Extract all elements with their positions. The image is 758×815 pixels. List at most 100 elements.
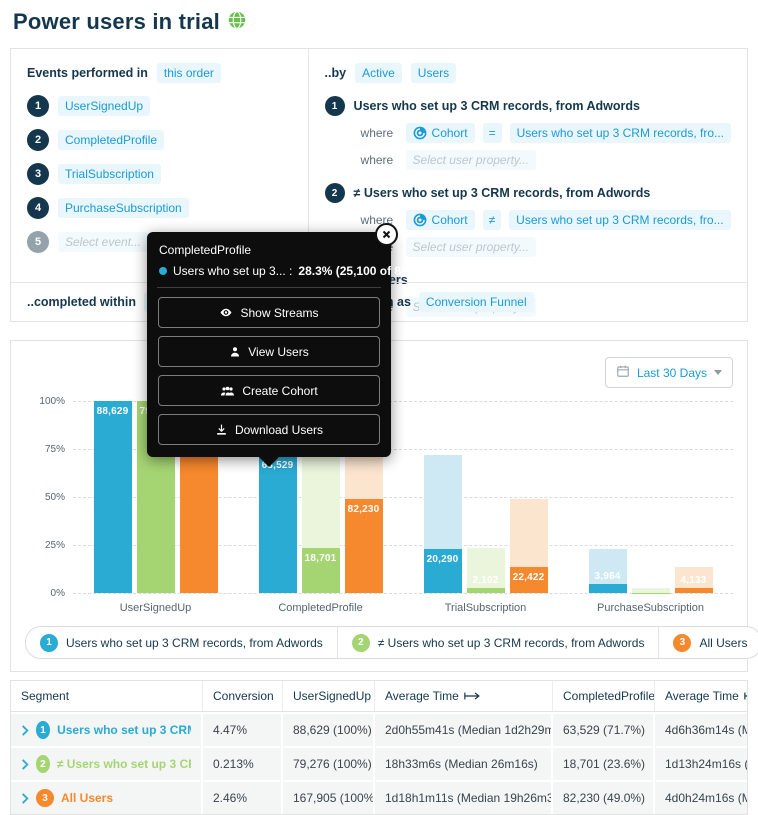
close-icon[interactable] — [375, 223, 398, 246]
bar-remainder — [467, 548, 505, 593]
column-header: CompletedProfile — [553, 681, 655, 711]
bar-value-label: 88,629 — [90, 406, 136, 417]
event-selector[interactable]: UserSignedUp — [58, 96, 150, 116]
where-label: where — [361, 126, 398, 140]
date-range-value: Last 30 Days — [637, 366, 707, 380]
tooltip-title: CompletedProfile — [159, 243, 380, 257]
segment-cell[interactable]: 2≠ Users who set up 3 CRM re... — [11, 746, 203, 780]
chart-type-selector[interactable]: Conversion Funnel — [419, 292, 534, 312]
funnel-bar[interactable]: 20,290 — [424, 401, 462, 593]
x-axis-label: UserSignedUp — [73, 593, 238, 614]
x-axis-label: CompletedProfile — [238, 593, 403, 614]
table-cell: 1d13h24m16s (Med — [655, 746, 747, 780]
event-order-selector[interactable]: this order — [157, 63, 221, 83]
show-streams-button[interactable]: Show Streams — [158, 297, 380, 328]
property-placeholder[interactable]: Select user property... — [406, 150, 537, 170]
operator-selector[interactable]: = — [483, 123, 502, 143]
legend-number: 1 — [40, 634, 58, 652]
cohort-icon — [413, 126, 427, 140]
property-selector[interactable]: Cohort — [406, 123, 475, 143]
by-active-selector[interactable]: Active — [355, 63, 402, 83]
legend-number: 3 — [673, 634, 691, 652]
bar-fill — [589, 584, 627, 593]
download-users-button[interactable]: Download Users — [158, 414, 380, 445]
property-value-selector[interactable]: Users who set up 3 CRM records, fro... — [510, 123, 731, 143]
chevron-right-icon[interactable] — [21, 793, 29, 804]
operator-selector[interactable]: ≠ — [483, 210, 502, 230]
legend-label: All Users — [699, 636, 747, 650]
legend-item[interactable]: 3 All Users — [659, 627, 758, 658]
segment-row-label: ≠ Users who set up 3 CRM re... — [57, 757, 191, 771]
user-icon — [229, 346, 241, 358]
table-cell: 82,230 (49.0%) — [553, 780, 655, 814]
view-users-button[interactable]: View Users — [158, 336, 380, 367]
series-dot — [159, 267, 167, 275]
table-cell: 4d0h24m16s (Medi — [655, 780, 747, 814]
column-header-label: Average Time — [385, 689, 459, 703]
bar-fill — [467, 588, 505, 593]
y-axis-tick: 100% — [25, 396, 65, 407]
table-cell: 18h33m6s (Median 26m16s) — [375, 746, 553, 780]
bar-value-label: 169 — [628, 580, 674, 591]
where-label: where — [361, 153, 398, 167]
column-header: Segment — [11, 681, 203, 711]
column-header: Conversion — [203, 681, 283, 711]
property-selector[interactable]: Cohort — [406, 210, 475, 230]
funnel-bar[interactable]: 169 — [632, 401, 670, 593]
event-selector[interactable]: PurchaseSubscription — [58, 198, 189, 218]
property-placeholder[interactable]: Select user property... — [406, 237, 537, 257]
event-selector[interactable]: TrialSubscription — [58, 164, 161, 184]
date-range-button[interactable]: Last 30 Days — [605, 357, 733, 388]
bar-fill — [259, 455, 297, 593]
table-row: 2≠ Users who set up 3 CRM re...0.213%79,… — [11, 746, 747, 780]
bar-tooltip-popup: CompletedProfile Users who set up 3... :… — [147, 232, 391, 457]
chevron-right-icon[interactable] — [21, 725, 29, 736]
table-cell: 0.213% — [203, 746, 283, 780]
segment-header: 1 Users who set up 3 CRM records, from Ad… — [325, 96, 731, 116]
event-selector[interactable]: Select event... — [58, 232, 148, 252]
y-axis-tick: 0% — [25, 588, 65, 599]
time-arrow-icon — [744, 691, 747, 701]
bar-value-label: 22,422 — [506, 572, 552, 583]
event-number: 4 — [27, 197, 49, 219]
tooltip-button-label: Show Streams — [240, 306, 318, 320]
funnel-bar[interactable]: 88,629 — [94, 401, 132, 593]
completed-within-label: ..completed within — [27, 295, 136, 309]
by-users-selector[interactable]: Users — [411, 63, 456, 83]
chevron-right-icon[interactable] — [21, 759, 29, 770]
funnel-bar[interactable]: 4,133 — [675, 401, 713, 593]
funnel-bar[interactable]: 22,422 — [510, 401, 548, 593]
segment-number: 1 — [325, 96, 345, 116]
x-axis-label: PurchaseSubscription — [568, 593, 733, 614]
tooltip-series-label: Users who set up 3... : — [173, 264, 292, 278]
segment-row-number: 1 — [36, 721, 50, 739]
column-header: UserSignedUp — [283, 681, 375, 711]
column-header-label: UserSignedUp — [293, 689, 371, 703]
event-selector[interactable]: CompletedProfile — [58, 130, 164, 150]
funnel-bar[interactable]: 2,102 — [467, 401, 505, 593]
bar-value-label: 2,102 — [463, 575, 509, 586]
condition-row: where Cohort = Users who set up 3 CRM recor… — [361, 123, 731, 143]
segment-block: 1 Users who set up 3 CRM records, from Ad… — [325, 96, 731, 170]
segment-title: Users who set up 3 CRM records, from Adw… — [354, 99, 640, 113]
by-section-label: ..by — [325, 66, 347, 80]
segment-header: 2≠ Users who set up 3 CRM records, from … — [325, 183, 731, 203]
column-header: Average Time — [655, 681, 747, 711]
legend-item[interactable]: 2≠ Users who set up 3 CRM records, from … — [338, 627, 660, 658]
property-value-selector[interactable]: Users who set up 3 CRM records, fro... — [509, 210, 730, 230]
tooltip-stat-value: 28.3% (25,100 of 88,629) — [298, 264, 435, 278]
funnel-bar[interactable]: 3,964 — [589, 401, 627, 593]
y-axis-tick: 50% — [25, 492, 65, 503]
create-cohort-button[interactable]: Create Cohort — [158, 375, 380, 406]
